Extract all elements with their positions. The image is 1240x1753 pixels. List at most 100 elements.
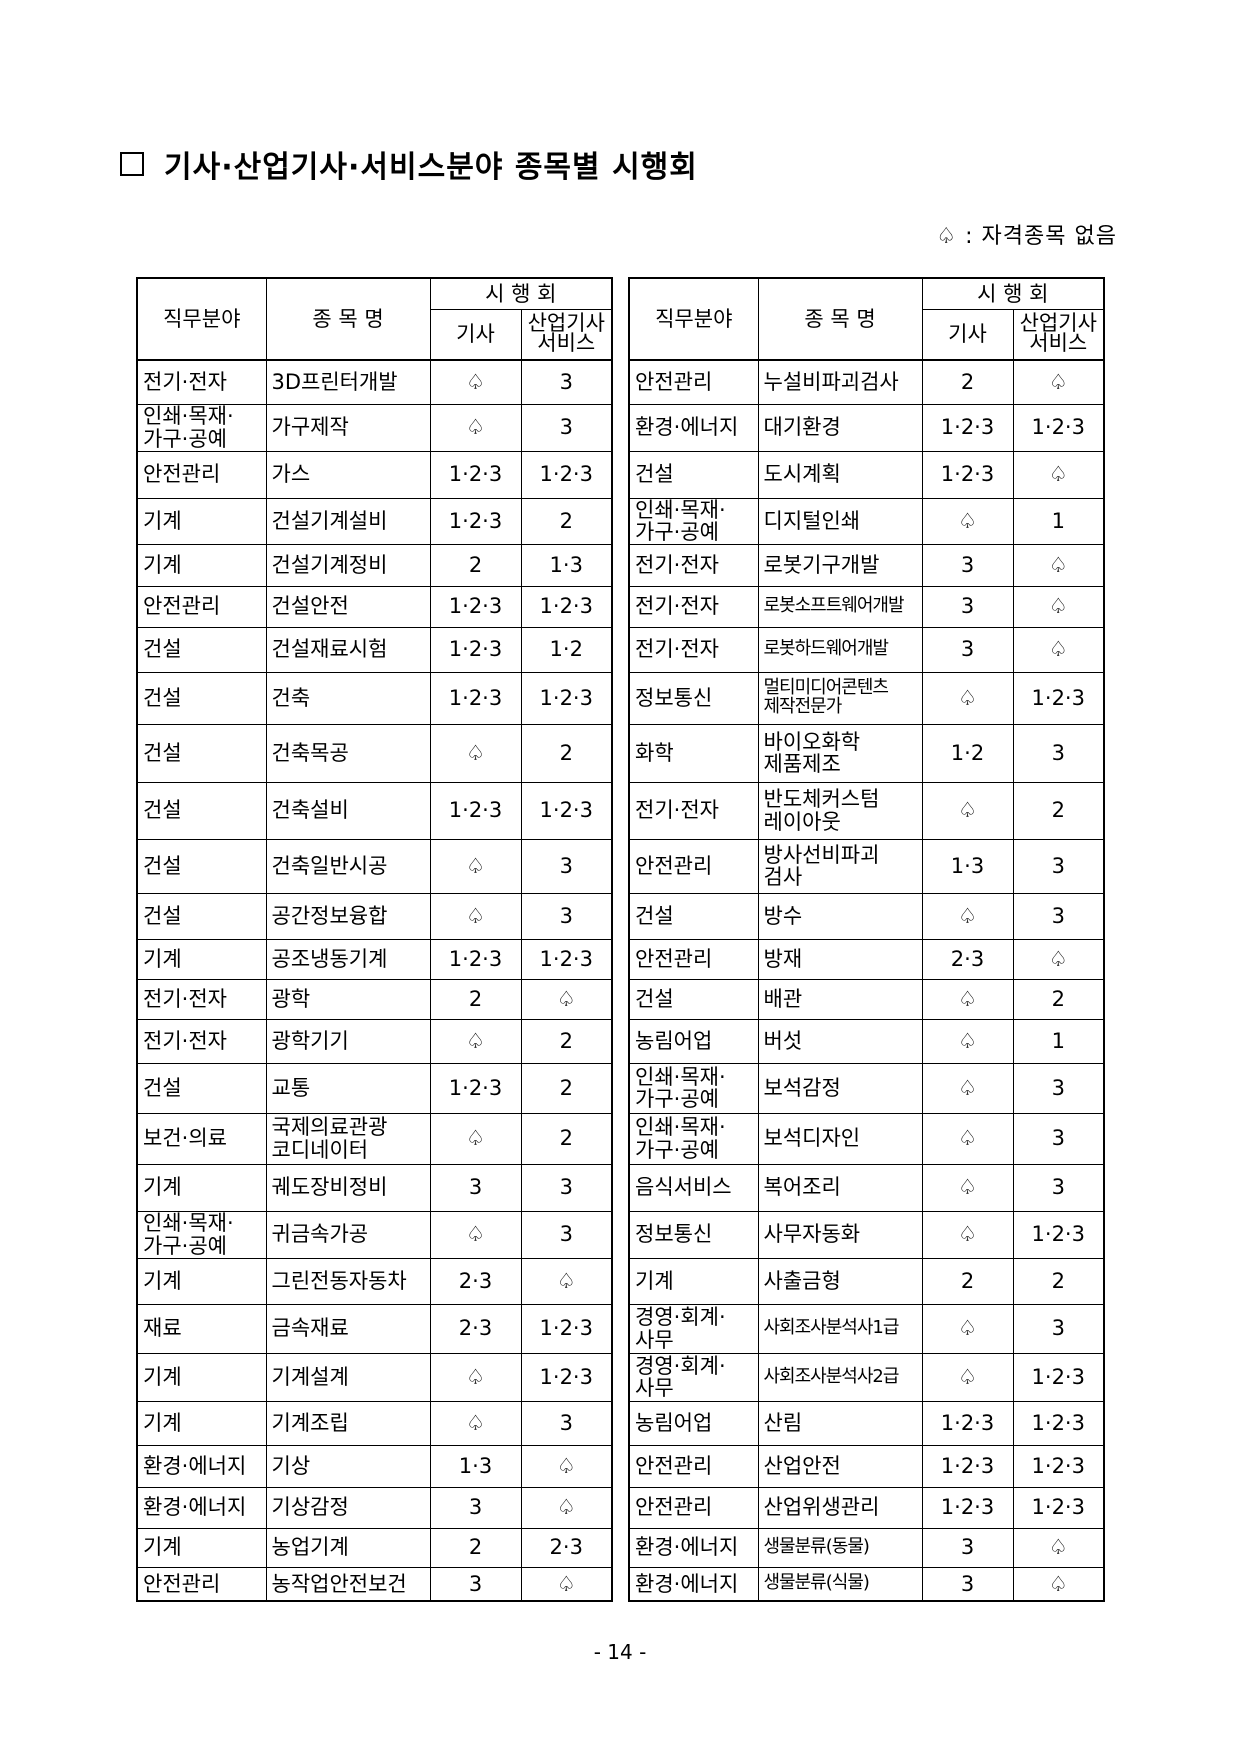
field-line: 기계 [143,552,182,577]
name-cell: 교통 [265,1062,431,1114]
name-line: 코디네이터 [271,1137,369,1162]
table-row: 환경·에너지 기상 1·3 ♤ [136,1444,613,1488]
field-line: 건설 [143,637,182,662]
field-line: 사무 [635,1376,674,1400]
gisa-cell: 1·2·3 [921,450,1014,499]
name-line: 교통 [271,1075,311,1100]
field-cell: 농림어업 [628,1400,759,1446]
gisa-cell: 1·2·3 [921,1400,1014,1446]
name-cell: 기계설계 [265,1352,431,1402]
sanup-cell: 1·2·3 [1012,1210,1105,1259]
name-cell: 로봇하드웨어개발 [757,626,923,673]
gisa-cell: 1·2·3 [429,938,522,980]
sanup-cell: 1·2·3 [520,1303,613,1354]
field-cell: 건설 [136,781,267,840]
field-cell: 안전관리 [136,1566,267,1602]
field-line: 가구·공예 [143,426,227,451]
name-line: 누설비파괴검사 [763,370,899,395]
field-line: 가구·공예 [635,1087,719,1111]
sanup-cell: ♤ [1012,450,1105,499]
field-cell: 농림어업 [628,1018,759,1064]
table-row: 정보통신 사무자동화 ♤ 1·2·3 [628,1210,1105,1259]
field-cell: 전기·전자 [628,585,759,628]
header-sanup: 산업기사 서비스 [1012,308,1105,361]
gisa-cell: ♤ [429,1400,522,1446]
sanup-cell: 2 [520,723,613,783]
field-cell: 안전관리 [628,1444,759,1488]
gisa-cell: ♤ [921,781,1014,840]
field-line: 전기·전자 [635,552,719,577]
field-line: 전기·전자 [143,1028,227,1053]
sanup-cell: 1·2·3 [520,585,613,628]
name-cell: 디지털인쇄 [757,497,923,545]
name-line: 로봇기구개발 [763,552,880,577]
sanup-cell: 1·3 [520,543,613,587]
page-title: 기사·산업기사·서비스분야 종목별 시행회 [120,142,698,186]
sanup-cell: 1 [1012,497,1105,545]
sanup-cell: 1·2·3 [520,671,613,725]
field-cell: 건설 [136,1062,267,1114]
table-row: 안전관리 방재 2·3 ♤ [628,938,1105,980]
field-cell: 경영·회계· 사무 [628,1352,759,1402]
gisa-cell: 1·2·3 [429,781,522,840]
header-gisa: 기사 [921,308,1014,361]
sanup-cell: ♤ [1012,1566,1105,1602]
name-cell: 건축목공 [265,723,431,783]
sanup-cell: 1·2 [520,626,613,673]
field-cell: 기계 [136,1163,267,1212]
field-line: 가구·공예 [635,1137,719,1162]
field-line: 전기·전자 [635,594,719,619]
name-cell: 건축설비 [265,781,431,840]
gisa-cell: ♤ [429,403,522,452]
table-row: 화학 바이오화학 제품제조 1·2 3 [628,723,1105,783]
field-cell: 안전관리 [136,450,267,499]
name-cell: 국제의료관광 코디네이터 [265,1112,431,1165]
name-line: 건설안전 [271,594,349,619]
header-field-text: 직무분야 [163,306,241,331]
sanup-cell: 2 [520,1018,613,1064]
sanup-cell: 1·2·3 [520,1352,613,1402]
name-line: 광학기기 [271,1028,349,1053]
name-cell: 3D프린터개발 [265,359,431,405]
exam-table-left: 직무분야 종 목 명 시 행 회 기사 산업기사 서비스 전기·전자 3D프린터개… [136,277,613,1602]
gisa-cell: 1·2·3 [429,671,522,725]
name-line: 궤도장비정비 [271,1175,388,1200]
name-line: 기계조립 [271,1410,349,1435]
sanup-cell: ♤ [520,1566,613,1602]
field-line: 기계 [143,1175,182,1200]
gisa-cell: 3 [921,1527,1014,1568]
gisa-cell: 3 [921,626,1014,673]
table-row: 기계 건설기계설비 1·2·3 2 [136,497,613,545]
field-line: 전기·전자 [635,637,719,662]
gisa-cell: 3 [921,585,1014,628]
sanup-cell: 2 [1012,781,1105,840]
gisa-cell: 2 [921,359,1014,405]
gisa-cell: 1·2·3 [921,1444,1014,1488]
table-row: 건설 공간정보융합 ♤ 3 [136,892,613,940]
name-cell: 기계조립 [265,1400,431,1446]
name-line: 보석감정 [763,1075,841,1100]
field-cell: 안전관리 [628,1486,759,1529]
gisa-cell: ♤ [921,497,1014,545]
sanup-cell: 3 [520,892,613,940]
header-field: 직무분야 [628,277,759,361]
name-line: 방사선비파괴 [763,842,880,867]
name-line: 건설기계설비 [271,508,388,533]
name-cell: 누설비파괴검사 [757,359,923,405]
table-row: 환경·에너지 기상감정 3 ♤ [136,1486,613,1529]
sanup-cell: ♤ [1012,938,1105,980]
table-row: 전기·전자 광학 2 ♤ [136,978,613,1020]
field-line: 정보통신 [635,1222,713,1247]
gisa-cell: ♤ [429,1112,522,1165]
header-field-text: 직무분야 [655,306,733,331]
sanup-cell: 2·3 [520,1527,613,1568]
table-header: 직무분야 종 목 명 시 행 회 기사 산업기사 서비스 [136,277,613,361]
name-line: 버섯 [763,1028,803,1053]
name-line: 검사 [763,865,803,889]
table-row: 안전관리 가스 1·2·3 1·2·3 [136,450,613,499]
name-line: 사출금형 [763,1268,841,1293]
gisa-cell: ♤ [429,359,522,405]
gisa-cell: ♤ [429,1210,522,1259]
name-cell: 건설안전 [265,585,431,628]
field-cell: 전기·전자 [136,1018,267,1064]
